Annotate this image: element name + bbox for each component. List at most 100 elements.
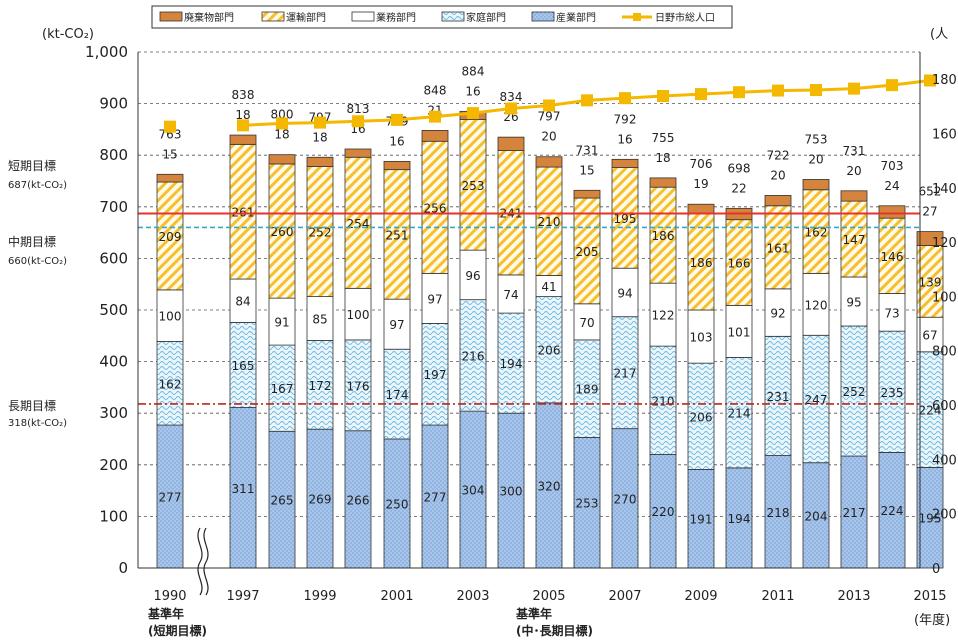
population-marker (237, 119, 249, 132)
label-industry: 204 (805, 509, 828, 523)
y2-tick-label: 100 (932, 290, 957, 305)
label-waste: 16 (617, 132, 632, 146)
base-year-2005-note: (中･長期目標) (516, 623, 593, 638)
total-label: 731 (576, 143, 599, 157)
label-industry: 218 (767, 506, 790, 520)
label-business: 96 (465, 269, 480, 283)
legend-label-waste: 廃棄物部門 (184, 11, 234, 24)
y-tick-label: 500 (99, 301, 128, 319)
bar-waste (916, 231, 944, 246)
population-marker (810, 84, 822, 97)
label-transport: 195 (614, 212, 637, 226)
bar-transport (916, 245, 944, 318)
label-household: 194 (500, 357, 523, 371)
total-label: 834 (500, 90, 523, 104)
y-tick-label: 900 (99, 95, 128, 113)
label-waste: 18 (235, 108, 250, 122)
bar-business (497, 274, 525, 314)
label-business: 91 (274, 316, 289, 330)
label-business: 94 (617, 286, 632, 300)
bar-household (497, 312, 525, 414)
label-transport: 254 (347, 217, 370, 231)
total-label: 753 (805, 132, 828, 146)
bar-industry (497, 412, 525, 569)
long-term-target-label: 長期目標 (8, 399, 56, 413)
label-transport: 139 (919, 275, 942, 289)
bar-waste (497, 136, 525, 151)
label-transport: 209 (159, 230, 182, 244)
population-marker (772, 84, 784, 97)
label-industry: 277 (424, 491, 447, 505)
label-transport: 146 (881, 250, 904, 264)
bar-waste (649, 177, 677, 188)
bar-household (459, 299, 487, 412)
y-tick-label: 700 (99, 198, 128, 216)
total-label: 813 (347, 102, 370, 116)
label-industry: 194 (728, 512, 751, 526)
bar-transport (802, 189, 830, 274)
population-marker (848, 82, 860, 95)
bars-layer (156, 110, 944, 569)
label-household: 217 (614, 367, 637, 381)
bar-household (156, 341, 184, 426)
legend-label-business: 業務部門 (376, 11, 416, 24)
label-business: 74 (503, 288, 518, 302)
legend-swatch-business (351, 11, 375, 22)
total-label: 731 (843, 144, 866, 158)
label-industry: 217 (843, 506, 866, 520)
label-waste: 27 (922, 205, 937, 219)
bar-transport (229, 143, 257, 280)
population-marker (352, 115, 364, 128)
base-year-1990-label: 基準年 (147, 606, 184, 621)
bar-business (459, 249, 487, 301)
bar-household (649, 345, 677, 455)
bar-household (383, 348, 411, 440)
legend-label-population: 日野市総人口 (655, 11, 715, 24)
population-marker (657, 89, 669, 102)
bar-business (802, 272, 830, 336)
label-transport: 162 (805, 226, 828, 240)
x-tick-label: 2001 (380, 589, 413, 604)
bar-household (306, 340, 334, 430)
label-business: 100 (347, 308, 370, 322)
bar-industry (421, 424, 449, 569)
population-marker (276, 117, 288, 130)
label-business: 70 (579, 316, 594, 330)
mid-term-target-value: 660(kt-CO₂) (8, 256, 67, 267)
gridlines (138, 51, 920, 517)
bar-transport (573, 197, 601, 305)
bar-household (916, 351, 944, 468)
x-tick-label: 2003 (456, 589, 489, 604)
bar-transport (459, 119, 487, 251)
label-household: 206 (538, 344, 561, 358)
x-tick-label: 2015 (913, 589, 946, 604)
left-axis-unit: (kt-CO₂) (42, 27, 94, 42)
population-marker (695, 88, 707, 101)
population-marker (543, 99, 555, 112)
label-waste: 19 (693, 177, 708, 191)
label-household: 252 (843, 385, 866, 399)
y2-tick-label: 600 (932, 399, 957, 414)
x-tick-label: 1990 (153, 589, 186, 604)
bar-business (916, 316, 944, 353)
bar-transport (344, 156, 372, 289)
label-industry: 304 (462, 484, 485, 498)
population-marker (886, 79, 898, 92)
total-label: 652 (919, 185, 942, 199)
y2-tick-label: 0 (932, 562, 940, 577)
label-transport: 253 (462, 179, 485, 193)
target-lines-layer (138, 212, 920, 405)
label-transport: 166 (728, 257, 751, 271)
bar-business (649, 282, 677, 347)
label-industry: 277 (159, 491, 182, 505)
legend-swatch-waste (159, 11, 183, 22)
label-household: 235 (881, 386, 904, 400)
bar-waste (535, 156, 563, 168)
label-industry: 224 (881, 504, 904, 518)
axes-layer: 0 100 200 300 400 500 600 700 800 900 1,000 0 200 400… (85, 43, 957, 604)
label-waste: 16 (465, 84, 480, 98)
population-marker (429, 110, 441, 123)
bar-waste (840, 190, 868, 202)
bar-waste (764, 195, 792, 207)
bar-waste (421, 130, 449, 142)
